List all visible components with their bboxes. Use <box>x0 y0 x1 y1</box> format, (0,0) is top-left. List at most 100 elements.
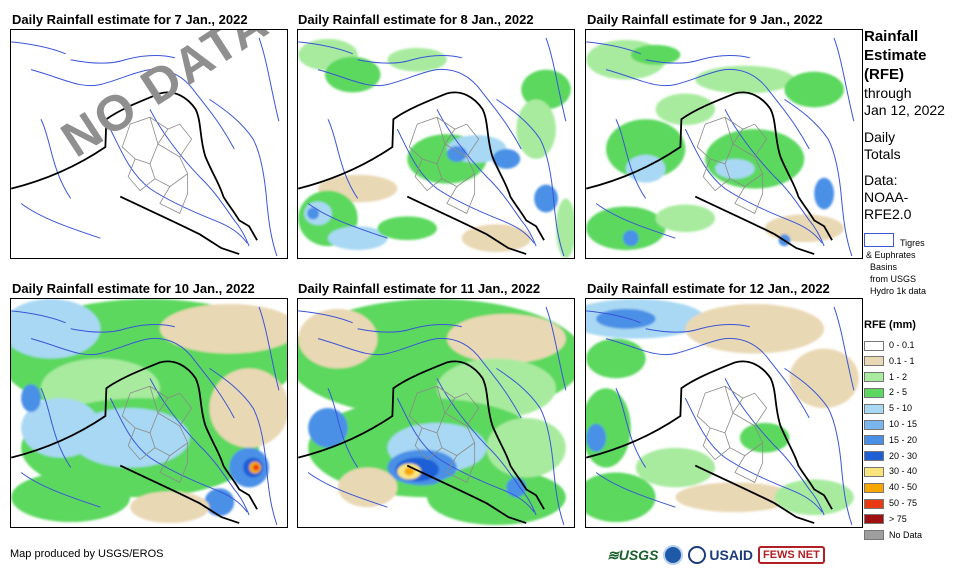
map-panel-10-jan <box>10 298 288 528</box>
rainfall-cell <box>784 71 844 108</box>
river-line <box>307 387 388 508</box>
basin-line-5: Hydro 1k data <box>870 286 927 296</box>
rainfall-layer <box>586 299 859 523</box>
basin-line-3: Basins <box>870 262 898 272</box>
daily-totals: Daily Totals <box>864 129 901 163</box>
rainfall-cell <box>586 206 666 251</box>
rainfall-cell <box>461 224 532 253</box>
country-border <box>586 360 833 524</box>
rainfall-cell <box>630 44 681 65</box>
river-line <box>20 118 101 239</box>
rainfall-cell <box>377 216 437 241</box>
river-line <box>645 55 750 64</box>
rainfall-cell <box>534 184 558 213</box>
heading-line-3: (RFE) <box>864 66 904 83</box>
admin-boundary <box>121 385 193 461</box>
basin-note: Tigres & Euphrates Basins from USGS Hydr… <box>866 237 966 297</box>
river-line <box>595 387 676 508</box>
legend-swatch <box>864 530 884 541</box>
river-line <box>149 378 250 516</box>
noaa-logo <box>663 545 684 565</box>
river-line <box>396 128 535 244</box>
rainfall-cell <box>492 148 521 169</box>
basin-line-1: Tigres <box>900 238 925 248</box>
legend-item: 5 - 10 <box>864 401 912 415</box>
map-canvas <box>586 37 855 257</box>
legend-label: 2 - 5 <box>889 387 908 398</box>
admin-boundary <box>696 116 768 192</box>
rainfall-cell <box>586 423 607 452</box>
through-date: through Jan 12, 2022 <box>864 85 945 119</box>
river-line <box>298 306 567 391</box>
logo-strip: ≋USGS USAID FEWS NET <box>607 543 825 567</box>
rainfall-cell <box>596 308 656 329</box>
legend-swatch <box>864 467 884 478</box>
legend-label: 0.1 - 1 <box>889 355 915 366</box>
daily-line-2: Totals <box>864 146 901 162</box>
map-panel-12-jan <box>585 298 863 528</box>
map-panel-8-jan <box>297 29 575 259</box>
map-canvas <box>11 37 280 257</box>
river-line <box>298 37 567 122</box>
heading-line-2: Estimate <box>864 47 927 64</box>
admin-boundary <box>134 117 189 214</box>
map-panel-9-jan <box>585 29 863 259</box>
map-canvas <box>298 299 574 526</box>
panel-title-10-jan: Daily Rainfall estimate for 10 Jan., 202… <box>12 281 255 296</box>
rainfall-cell <box>324 56 381 93</box>
legend-swatch <box>864 482 884 493</box>
admin-boundary <box>421 386 476 483</box>
rainfall-cell <box>521 69 571 110</box>
map-canvas <box>11 299 287 526</box>
panel-title-9-jan: Daily Rainfall estimate for 9 Jan., 2022 <box>587 12 823 27</box>
rainfall-cell <box>253 464 260 471</box>
rainfall-cell <box>622 230 639 247</box>
map-canvas <box>298 37 574 258</box>
heading-line-1: Rainfall <box>864 28 919 45</box>
river-line <box>317 68 522 150</box>
legend-label: 5 - 10 <box>889 403 913 414</box>
legend-item: 30 - 40 <box>864 464 917 478</box>
rainfall-cell <box>298 308 378 369</box>
legend-label: 20 - 30 <box>889 450 918 461</box>
data-line-3: RFE2.0 <box>864 206 912 222</box>
usaid-wordmark: USAID <box>709 547 753 563</box>
rainfall-cell <box>308 408 348 448</box>
rainfall-cell <box>404 467 415 476</box>
legend-swatch <box>864 419 884 430</box>
data-line-1: Data: <box>864 172 898 188</box>
legend-item: 1 - 2 <box>864 370 907 384</box>
rainfall-cell <box>21 384 41 413</box>
river-line <box>307 118 388 239</box>
river-line <box>645 324 750 333</box>
river-line <box>496 98 565 257</box>
rainfall-cell <box>715 158 755 179</box>
through-label: through <box>864 85 912 101</box>
rainfall-cell <box>130 491 210 524</box>
river-line <box>30 68 235 150</box>
rainfall-cell <box>739 422 790 453</box>
river-line <box>684 397 823 513</box>
river-line <box>595 118 676 239</box>
rainfall-cell <box>307 207 320 220</box>
river-line <box>357 55 462 64</box>
river-line <box>209 367 278 526</box>
admin-boundary <box>709 117 764 214</box>
rainfall-cell <box>159 303 287 354</box>
legend-item: 50 - 75 <box>864 496 917 510</box>
legend-item: 2 - 5 <box>864 385 907 399</box>
rainfall-cell <box>675 482 795 513</box>
rainfall-cell <box>21 398 101 458</box>
panel-title-8-jan: Daily Rainfall estimate for 8 Jan., 2022 <box>298 12 534 27</box>
admin-boundary <box>134 386 189 483</box>
rainfall-cell <box>506 477 527 498</box>
river-line <box>20 387 101 508</box>
legend-item: > 75 <box>864 512 907 526</box>
rainfall-cell <box>427 469 566 526</box>
rainfall-cell <box>486 417 566 478</box>
legend-label: 50 - 75 <box>889 498 918 508</box>
country-border <box>11 360 258 524</box>
river-line <box>317 337 522 419</box>
usaid-seal-icon <box>688 546 707 564</box>
legend-label: 0 - 0.1 <box>889 340 915 350</box>
